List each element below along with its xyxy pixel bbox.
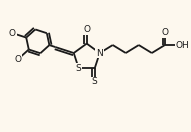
Text: O: O: [83, 25, 90, 34]
Text: N: N: [96, 49, 103, 58]
Text: S: S: [76, 64, 82, 73]
Text: S: S: [92, 77, 98, 86]
Text: O: O: [15, 55, 22, 64]
Text: O: O: [161, 28, 168, 37]
Text: O: O: [9, 29, 16, 38]
Text: OH: OH: [176, 41, 189, 50]
